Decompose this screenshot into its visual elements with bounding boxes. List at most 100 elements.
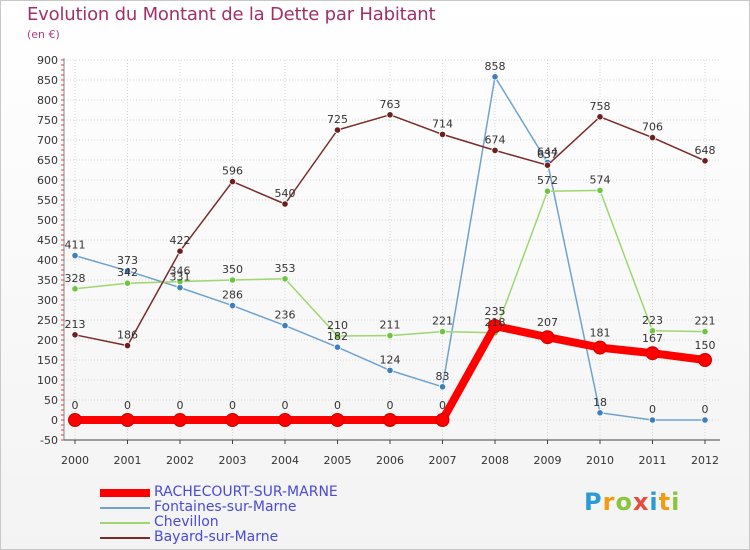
data-label-rachecourt-sur-marne: 0	[229, 399, 236, 412]
legend-swatch	[100, 507, 150, 509]
data-label-chevillon: 223	[642, 314, 663, 327]
data-label-rachecourt-sur-marne: 0	[72, 399, 79, 412]
proxiti-logo: Proxiti	[584, 488, 680, 516]
logo-letter: i	[671, 488, 681, 516]
y-tick-label: 900	[37, 54, 58, 67]
data-point-chevillon	[543, 187, 552, 195]
data-point-chevillon	[386, 331, 394, 340]
y-tick-label: 550	[37, 194, 58, 207]
data-label-fontaines-sur-marne: 83	[436, 370, 450, 383]
data-label-chevillon: 342	[117, 266, 138, 279]
data-point-rachecourt-sur-marne	[645, 346, 660, 361]
data-point-chevillon	[176, 277, 184, 286]
data-point-bayard-sur-marne	[228, 178, 237, 186]
data-point-fontaines-sur-marne	[123, 267, 132, 275]
legend-swatch	[100, 522, 150, 524]
data-point-chevillon	[281, 275, 289, 283]
data-label-bayard-sur-marne: 637	[537, 148, 558, 161]
data-label-fontaines-sur-marne: 0	[649, 403, 656, 416]
x-tick-label: 2003	[219, 454, 247, 467]
data-label-bayard-sur-marne: 706	[642, 121, 663, 134]
data-label-chevillon: 221	[432, 315, 453, 328]
data-point-rachecourt-sur-marne	[120, 413, 135, 427]
legend-label: Bayard-sur-Marne	[154, 529, 279, 545]
x-tick-label: 2011	[639, 454, 667, 467]
y-tick-label: 500	[37, 214, 58, 227]
data-point-chevillon	[596, 186, 604, 194]
data-label-fontaines-sur-marne: 182	[327, 330, 348, 343]
data-label-fontaines-sur-marne: 124	[380, 353, 401, 366]
y-tick-label: -50	[40, 434, 58, 447]
y-tick-label: 0	[51, 414, 58, 427]
data-point-fontaines-sur-marne	[176, 283, 184, 292]
data-point-bayard-sur-marne	[176, 247, 184, 255]
y-tick-label: 200	[37, 334, 58, 347]
x-tick-label: 2004	[271, 454, 299, 467]
data-point-bayard-sur-marne	[438, 130, 447, 138]
data-label-fontaines-sur-marne: 18	[593, 396, 607, 409]
chart-title: Evolution du Montant de la Dette par Hab…	[27, 4, 436, 25]
data-label-bayard-sur-marne: 540	[275, 187, 296, 200]
x-tick-label: 2005	[324, 454, 352, 467]
data-label-rachecourt-sur-marne: 235	[485, 305, 506, 318]
data-point-fontaines-sur-marne	[71, 252, 79, 260]
data-label-rachecourt-sur-marne: 0	[124, 399, 131, 412]
legend-swatch	[100, 537, 150, 539]
data-point-bayard-sur-marne	[491, 146, 499, 154]
logo-letter: t	[658, 488, 672, 516]
data-label-fontaines-sur-marne: 411	[65, 239, 86, 252]
data-point-bayard-sur-marne	[543, 161, 552, 169]
data-label-chevillon: 350	[222, 263, 243, 276]
data-point-bayard-sur-marne	[123, 341, 132, 350]
data-point-bayard-sur-marne	[596, 113, 604, 121]
data-label-rachecourt-sur-marne: 0	[282, 399, 289, 412]
data-point-chevillon	[438, 327, 447, 336]
series-line-chevillon	[74, 189, 706, 337]
data-point-chevillon	[701, 327, 709, 336]
data-point-bayard-sur-marne	[71, 331, 79, 339]
data-point-rachecourt-sur-marne	[330, 413, 345, 427]
data-label-fontaines-sur-marne: 0	[702, 403, 709, 416]
y-tick-label: 450	[37, 234, 58, 247]
data-point-bayard-sur-marne	[701, 157, 709, 165]
y-tick-label: 100	[37, 374, 58, 387]
x-tick-label: 2007	[429, 454, 457, 467]
data-point-bayard-sur-marne	[386, 111, 394, 119]
y-tick-label: 750	[37, 114, 58, 127]
data-label-rachecourt-sur-marne: 150	[695, 339, 716, 352]
y-tick-label: 150	[37, 354, 58, 367]
legend-swatch	[100, 489, 150, 497]
data-point-rachecourt-sur-marne	[173, 413, 187, 427]
x-tick-label: 2008	[481, 454, 509, 467]
data-label-fontaines-sur-marne: 236	[275, 309, 296, 322]
data-label-chevillon: 221	[695, 315, 716, 328]
data-point-bayard-sur-marne	[333, 126, 342, 134]
data-point-fontaines-sur-marne	[386, 366, 394, 374]
legend-label: RACHECOURT-SUR-MARNE	[154, 484, 338, 500]
data-point-rachecourt-sur-marne	[383, 413, 397, 427]
data-label-bayard-sur-marne: 596	[222, 165, 243, 178]
logo-letter: i	[649, 488, 659, 516]
data-label-chevillon: 346	[170, 265, 191, 278]
y-tick-label: 600	[37, 174, 58, 187]
data-point-chevillon	[71, 285, 79, 293]
data-label-rachecourt-sur-marne: 0	[177, 399, 184, 412]
logo-letter: o	[615, 488, 633, 516]
data-point-bayard-sur-marne	[648, 134, 657, 142]
x-tick-label: 2009	[534, 454, 562, 467]
series-line-bayard-sur-marne	[74, 114, 706, 347]
data-point-bayard-sur-marne	[281, 200, 289, 208]
data-point-fontaines-sur-marne	[281, 321, 289, 330]
data-label-fontaines-sur-marne: 858	[485, 60, 506, 73]
data-label-bayard-sur-marne: 648	[695, 144, 716, 157]
data-point-fontaines-sur-marne	[438, 383, 447, 391]
data-point-fontaines-sur-marne	[648, 416, 657, 424]
data-point-rachecourt-sur-marne	[593, 340, 607, 355]
data-point-fontaines-sur-marne	[228, 301, 237, 310]
data-label-chevillon: 572	[537, 174, 558, 187]
data-label-rachecourt-sur-marne: 0	[439, 399, 446, 412]
legend-label: Chevillon	[154, 514, 219, 530]
y-tick-label: 400	[37, 254, 58, 267]
